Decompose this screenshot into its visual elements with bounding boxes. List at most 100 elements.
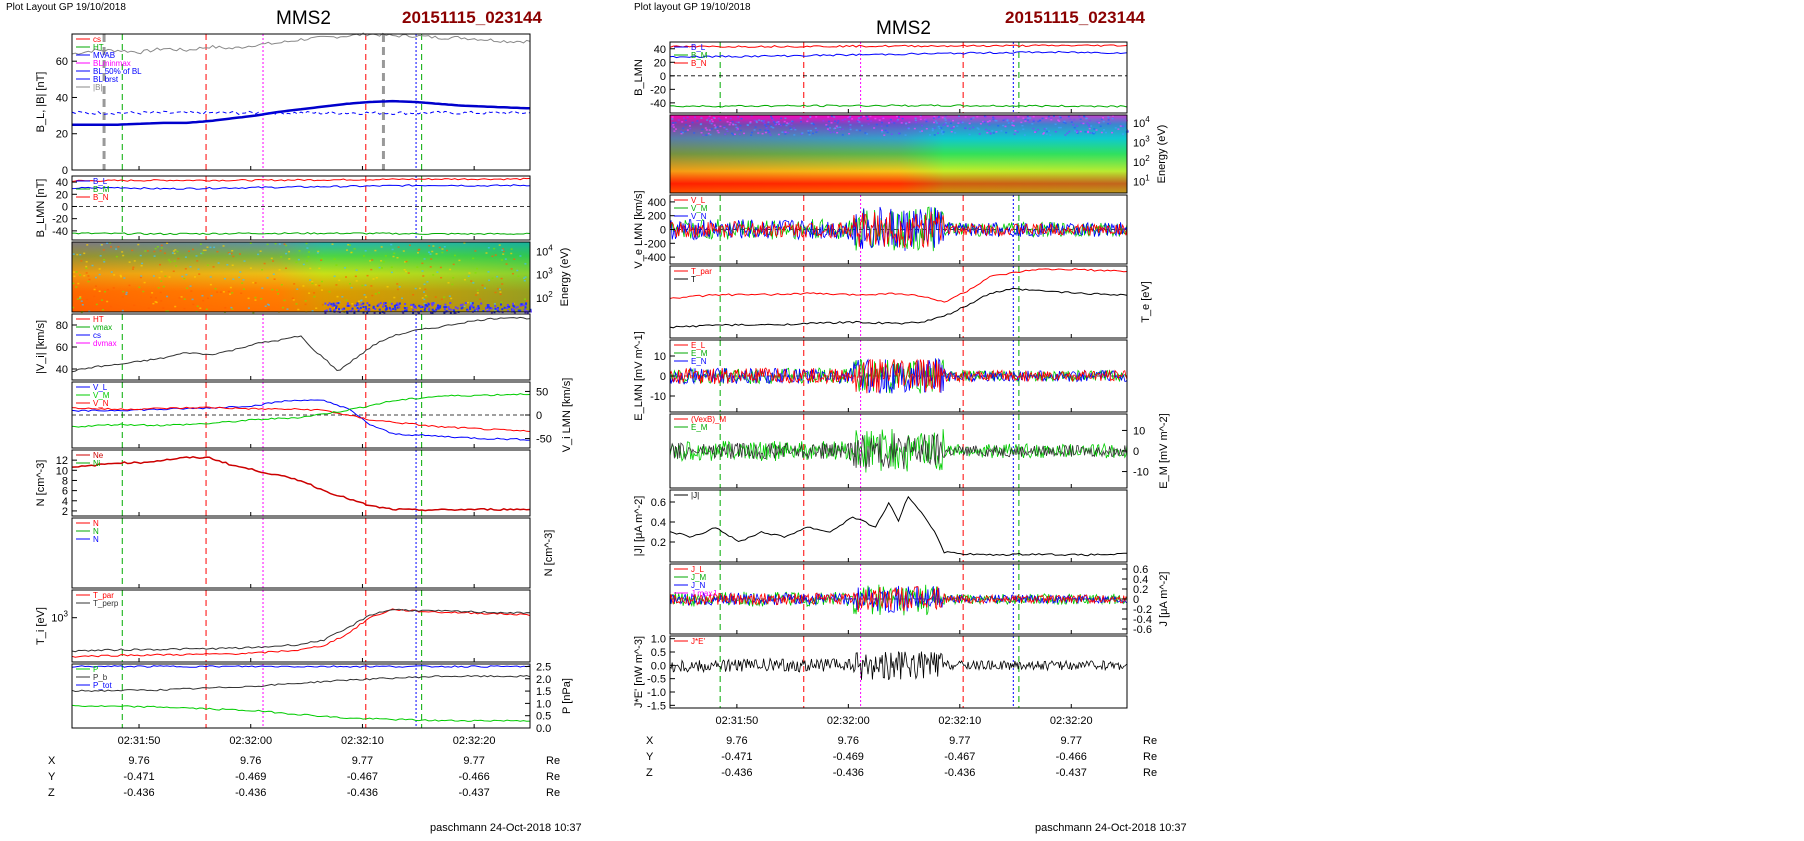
speckle (159, 263, 162, 266)
speckle (227, 290, 230, 293)
speckle (468, 272, 471, 274)
speckle (385, 306, 388, 309)
speckle (212, 266, 215, 268)
speckle (243, 260, 246, 262)
time-tick-label: 02:32:10 (938, 715, 981, 727)
speckle (878, 119, 881, 121)
speckle (463, 242, 466, 244)
speckle (1052, 115, 1055, 117)
speckle (801, 132, 804, 134)
speckle (746, 124, 749, 126)
speckle (172, 270, 175, 273)
speckle (867, 123, 870, 125)
speckle (142, 290, 145, 293)
speckle (517, 309, 520, 312)
legend-entry: P (93, 665, 98, 674)
speckle (453, 309, 456, 312)
speckle (463, 278, 466, 281)
tick-label: 60 (56, 342, 68, 354)
speckle (383, 302, 386, 305)
speckle (432, 274, 435, 276)
speckle (755, 121, 758, 124)
speckle (1064, 134, 1067, 136)
tick-label: 0.5 (651, 647, 666, 659)
speckle (1020, 121, 1023, 124)
tick-label: 102 (536, 290, 553, 305)
speckle (461, 303, 464, 306)
speckle (133, 304, 136, 307)
speckle (708, 129, 711, 131)
speckle (174, 249, 177, 251)
speckle (1069, 118, 1072, 121)
speckle (229, 293, 232, 295)
tick-label: -20 (52, 214, 68, 226)
speckle (349, 283, 352, 285)
speckle (1095, 129, 1098, 131)
speckle (733, 133, 736, 135)
legend-entry: P_b (93, 673, 108, 682)
tick-label: 0 (62, 201, 68, 213)
speckle (784, 117, 787, 120)
speckle (1043, 132, 1046, 134)
speckle (954, 132, 957, 134)
series-b-m (72, 231, 531, 236)
speckle (308, 292, 311, 294)
speckle (931, 128, 934, 130)
speckle (684, 119, 687, 122)
speckle (499, 293, 502, 296)
speckle (75, 286, 78, 288)
speckle (987, 129, 990, 132)
speckle (192, 303, 195, 306)
speckle (806, 120, 809, 123)
speckle (707, 132, 710, 135)
speckle (769, 125, 772, 127)
speckle (510, 268, 513, 270)
speckle (439, 266, 442, 269)
speckle (209, 283, 212, 286)
speckle (977, 128, 980, 130)
speckle (897, 119, 900, 121)
speckle (783, 120, 786, 123)
speckle (357, 303, 360, 306)
speckle (386, 285, 389, 288)
speckle (189, 266, 192, 268)
speckle (480, 302, 483, 305)
speckle (858, 121, 861, 123)
speckle (115, 248, 118, 250)
legend-entry: (VexB)_M (691, 415, 726, 424)
ephem-unit: Re (546, 755, 560, 767)
speckle (712, 116, 715, 119)
speckle (288, 258, 291, 260)
speckle (1093, 131, 1096, 134)
speckle (524, 263, 527, 265)
speckle (131, 268, 134, 270)
panel-frame (71, 381, 531, 449)
axis-label: N [cm^-3] (35, 460, 47, 507)
speckle (709, 133, 712, 136)
legend-entry: V_N (691, 212, 707, 221)
legend-entry: BL 50% of BL (93, 67, 142, 76)
speckle (390, 302, 393, 305)
speckle (267, 304, 270, 306)
right-event-id: 20151115_023144 (1005, 8, 1145, 27)
speckle (1082, 122, 1085, 125)
speckle (436, 271, 439, 273)
speckle (123, 277, 126, 279)
speckle (418, 287, 421, 290)
speckle (321, 304, 324, 306)
speckle (327, 303, 330, 306)
speckle (330, 303, 333, 306)
speckle (242, 288, 245, 290)
speckle (946, 125, 949, 127)
speckle (719, 125, 722, 128)
speckle (421, 297, 424, 299)
speckle (448, 307, 451, 310)
ephem-label: Y (646, 751, 654, 763)
speckle (934, 120, 937, 122)
speckle (254, 296, 257, 299)
speckle (1026, 115, 1029, 118)
panel-j (669, 489, 1128, 563)
speckle (789, 127, 792, 129)
speckle (672, 123, 675, 126)
